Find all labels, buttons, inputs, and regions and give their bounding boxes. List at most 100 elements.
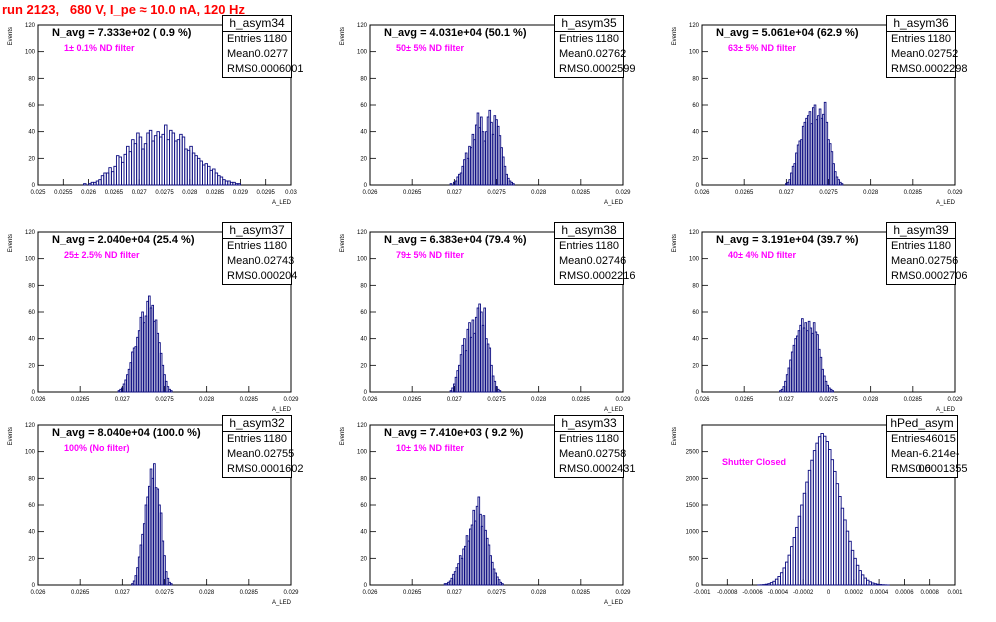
histogram-plot: 0 20 40 60 80 100 120 0.026 0.0265 0.027 0.0275 0.0… xyxy=(8,423,299,606)
stats-key: RMS xyxy=(559,63,584,75)
stats-box: h_asym34 Entries 1180 Mean 0.0277 RMS 0.000600… xyxy=(222,15,303,78)
stats-key: Entries xyxy=(891,240,926,252)
y-tick-label: 80 xyxy=(28,476,35,482)
y-tick-label: 80 xyxy=(360,283,367,289)
stats-title: h_asym34 xyxy=(223,16,291,32)
x-tick-label: 0.027 xyxy=(447,190,463,196)
x-tick-label: 0.0008 xyxy=(921,590,940,596)
x-axis-label: A_LED xyxy=(604,600,624,606)
x-tick-label: 0.0285 xyxy=(904,397,923,403)
stats-row: RMS 0.0002599 xyxy=(555,62,635,77)
x-tick-label: 0.029 xyxy=(615,590,631,596)
histogram-bins xyxy=(443,496,504,586)
stats-value: 0.0006001 xyxy=(251,63,304,75)
panel-h_asym36: 0 20 40 60 80 100 120 0.026 0.0265 0.027 0.0275 0.0… xyxy=(664,15,996,222)
x-tick-label: 0.0275 xyxy=(155,397,174,403)
y-tick-label: 60 xyxy=(28,503,35,509)
x-tick-label: 0.028 xyxy=(531,190,547,196)
x-tick-label: 0.03 xyxy=(285,190,297,196)
y-tick-label: 20 xyxy=(360,363,367,369)
x-tick-label: 0.0255 xyxy=(54,190,73,196)
x-tick-label: 0.0265 xyxy=(403,190,422,196)
histogram-bin xyxy=(166,577,170,586)
y-tick-label: 80 xyxy=(360,76,367,82)
y-axis-label: Events xyxy=(672,27,678,45)
x-tick-label: 0.029 xyxy=(283,590,299,596)
stats-title: h_asym36 xyxy=(887,16,955,32)
x-axis-label: A_LED xyxy=(604,407,624,413)
histogram-bins xyxy=(83,124,241,186)
stats-row: Entries 1180 xyxy=(223,32,291,47)
x-tick-label: 0.0285 xyxy=(904,190,923,196)
stats-key: Mean xyxy=(891,48,919,60)
panel-h_asym39: 0 20 40 60 80 100 120 0.026 0.0265 0.027 0.0275 0.0… xyxy=(664,222,996,429)
histogram-bin xyxy=(498,390,502,393)
stats-value: 0.000204 xyxy=(251,270,298,282)
y-tick-label: 0 xyxy=(696,583,700,589)
x-tick-label: 0.028 xyxy=(199,590,215,596)
stats-row: RMS 0.0001602 xyxy=(223,462,303,477)
stats-key: Entries xyxy=(891,433,926,445)
stats-box: h_asym32 Entries 1180 Mean 0.02755 RMS 0.00016… xyxy=(222,415,303,478)
stats-key: RMS xyxy=(227,270,252,282)
stats-value: 0.0001602 xyxy=(251,463,304,475)
x-tick-label: 0.0285 xyxy=(572,397,591,403)
x-tick-label: 0.0285 xyxy=(572,590,591,596)
stats-key: Entries xyxy=(559,33,594,45)
stats-value: 0.02743 xyxy=(254,255,295,267)
stats-row: RMS 0.0002298 xyxy=(887,62,967,77)
stats-title: h_asym39 xyxy=(887,223,955,239)
stats-row: Entries 1180 xyxy=(555,239,623,254)
y-tick-label: 1000 xyxy=(686,530,700,536)
x-tick-label: 0.0265 xyxy=(105,190,124,196)
navg-label: N_avg = 8.040e+04 (100.0 %) xyxy=(52,427,201,439)
y-tick-label: 120 xyxy=(25,23,36,29)
stats-key: RMS xyxy=(891,63,916,75)
stats-box: hPed_asym Entries 46015 Mean -6.214e-06 RMS 0.… xyxy=(886,415,967,478)
x-tick-label: 0.027 xyxy=(447,590,463,596)
histogram-bin xyxy=(512,183,515,186)
stats-box: h_asym37 Entries 1180 Mean 0.02743 RMS 0.00020… xyxy=(222,222,297,285)
y-tick-label: 40 xyxy=(28,530,35,536)
x-tick-label: 0.029 xyxy=(233,190,249,196)
stats-key: Mean xyxy=(891,448,919,460)
y-tick-label: 120 xyxy=(689,23,700,29)
y-tick-label: 20 xyxy=(28,556,35,562)
y-tick-label: 20 xyxy=(692,363,699,369)
histogram-bin xyxy=(449,183,453,186)
y-tick-label: 20 xyxy=(692,156,699,162)
y-tick-label: 20 xyxy=(360,156,367,162)
y-axis-label: Events xyxy=(672,427,678,445)
y-tick-label: 40 xyxy=(360,337,367,343)
x-tick-label: 0.026 xyxy=(362,590,378,596)
y-tick-label: 20 xyxy=(360,556,367,562)
stats-row: Entries 1180 xyxy=(555,32,623,47)
x-tick-label: 0.029 xyxy=(283,397,299,403)
x-tick-label: 0.026 xyxy=(30,590,46,596)
panel-h_asym38: 0 20 40 60 80 100 120 0.026 0.0265 0.027 0.0275 0.0… xyxy=(332,222,664,429)
stats-title: h_asym37 xyxy=(223,223,291,239)
x-tick-label: 0.0275 xyxy=(487,190,506,196)
stats-value: 1180 xyxy=(595,433,619,445)
y-tick-label: 60 xyxy=(28,310,35,316)
stats-key: Mean xyxy=(227,255,255,267)
x-axis-label: A_LED xyxy=(272,407,292,413)
x-tick-label: 0.0265 xyxy=(735,190,754,196)
stats-key: RMS xyxy=(891,463,916,475)
histogram-bins xyxy=(757,433,890,586)
histogram-bins xyxy=(785,101,844,186)
stats-key: Mean xyxy=(559,48,587,60)
histogram-plot: 0 20 40 60 80 100 120 0.026 0.0265 0.027 0.0275 0.0… xyxy=(340,423,631,606)
x-tick-label: 0.027 xyxy=(447,397,463,403)
x-tick-label: 0.027 xyxy=(115,590,131,596)
y-tick-label: 20 xyxy=(28,363,35,369)
stats-row: RMS 0.0002706 xyxy=(887,269,967,284)
y-tick-label: 120 xyxy=(357,23,368,29)
stats-box: h_asym33 Entries 1180 Mean 0.02758 RMS 0.00024… xyxy=(554,415,635,478)
panel-h_asym33: 0 20 40 60 80 100 120 0.026 0.0265 0.027 0.0275 0.0… xyxy=(332,415,664,622)
histogram-bin xyxy=(169,583,173,586)
x-tick-label: 0.028 xyxy=(863,397,879,403)
x-tick-label: -0.0008 xyxy=(717,590,738,596)
y-tick-label: 20 xyxy=(28,156,35,162)
histogram-bin xyxy=(831,390,835,393)
